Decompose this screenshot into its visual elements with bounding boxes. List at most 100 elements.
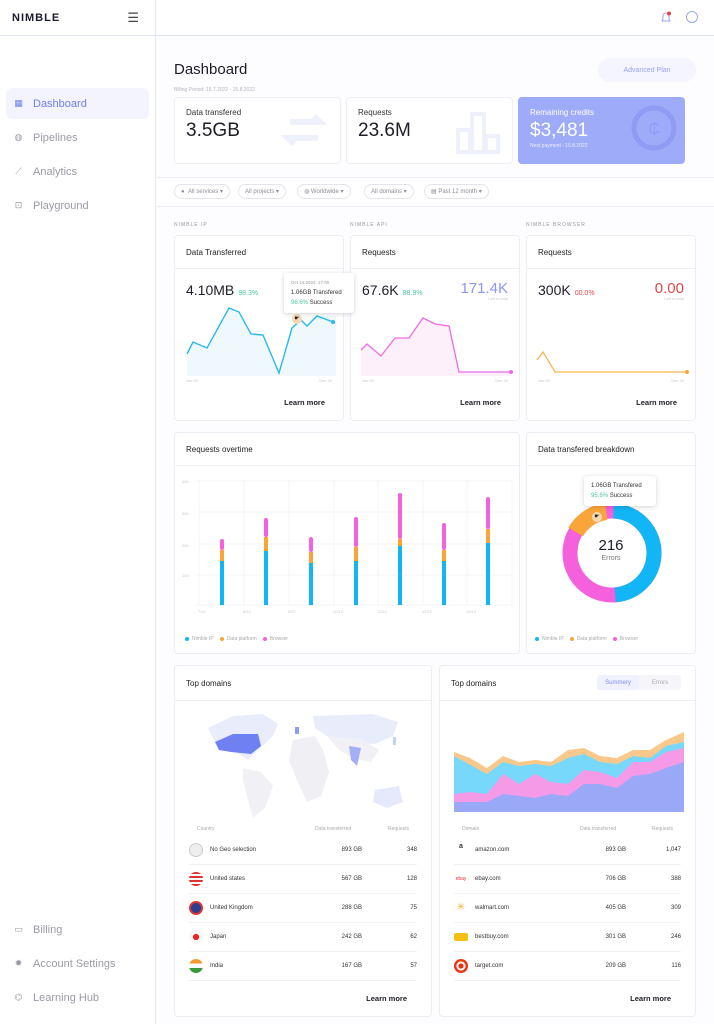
sidebar-item-learning-hub[interactable]: ⌬ Learning Hub [6, 982, 149, 1013]
table-row[interactable]: bestbuy.com 301 GB 246 [454, 923, 681, 952]
filter-projects[interactable]: All projects ▾ [238, 184, 287, 199]
logo[interactable]: NIMBLE [12, 11, 61, 24]
filter-date-range[interactable]: ▤ Past 12 month ▾ [424, 184, 489, 199]
table-row[interactable]: No Geo selection 893 GB 348 [189, 836, 417, 865]
legend-item[interactable]: Nimble IP [185, 636, 214, 642]
learn-more-link[interactable]: Learn more [284, 398, 325, 407]
x-axis-end: Dec 30 [671, 378, 684, 383]
legend-item[interactable]: Browser [612, 636, 638, 642]
x-axis-start: Jan 30 [186, 378, 199, 383]
notification-bell-icon[interactable] [660, 11, 672, 24]
view-tabs: Summery Errors [597, 675, 681, 690]
requests-value: 388 [670, 876, 681, 882]
chip-label: All domains [371, 188, 403, 195]
chip-label: Worldwide [310, 188, 339, 195]
metric-value: 300K 00.0% [538, 282, 595, 298]
filter-domains[interactable]: All domains ▾ [364, 184, 414, 199]
x-axis-end: Dec 30 [319, 378, 332, 383]
sidebar-item-label: Pipelines [33, 131, 78, 144]
sidebar-item-account-settings[interactable]: ✹ Account Settings [6, 948, 149, 979]
sidebar-nav: ▦ Dashboard ◍ Pipelines ⟋ Analytics ⊡ Playgr… [6, 88, 149, 224]
learn-more-link[interactable]: Learn more [636, 398, 677, 407]
legend-label: Nimble IP [542, 636, 564, 642]
filter-region[interactable]: ◍ Worldwide ▾ [297, 184, 351, 199]
sidebar-item-playground[interactable]: ⊡ Playground [6, 190, 149, 221]
metric-value: 4.10MB 98.3% [186, 282, 258, 298]
sidebar-item-billing[interactable]: ▭ Billing [6, 914, 149, 945]
sidebar-item-pipelines[interactable]: ◍ Pipelines [6, 122, 149, 153]
x-axis-end: Dec 30 [495, 378, 508, 383]
stat-label: Requests [358, 108, 392, 117]
column-header: Data transferred [315, 826, 352, 832]
legend-item[interactable]: Data platform [219, 636, 257, 642]
country-name: Japan [210, 934, 227, 940]
country-name: United states [210, 876, 246, 882]
filter-services[interactable]: ● All services ▾ [174, 184, 230, 199]
tab-summary[interactable]: Summery [597, 675, 639, 690]
tab-errors[interactable]: Errors [651, 679, 669, 686]
chart-legend: Nimble IP Data platform Browser [185, 636, 288, 642]
metric-pct: 98.3% [238, 290, 259, 297]
calendar-icon: ▤ [431, 189, 437, 195]
filter-bar: ● All services ▾ All projects ▾ ◍ Worldw… [157, 177, 714, 207]
value: 67.6K [362, 282, 399, 298]
card-title: Data transfered breakdown [527, 433, 695, 466]
learn-more-link[interactable]: Learn more [366, 994, 407, 1003]
remaining-value: 171.4K [460, 280, 508, 297]
learn-more-link[interactable]: Learn more [630, 994, 671, 1003]
tooltip-pct: 95.6% [591, 493, 609, 499]
chart-tooltip: Oct 14 2022, 17:00 1.06GB Transfered 96.… [284, 273, 354, 313]
requests-value: 128 [406, 876, 417, 882]
tooltip-status: Success [309, 300, 333, 306]
x-tick: 13/12 [466, 609, 477, 614]
remaining-label: Left in total [664, 296, 684, 301]
requests-value: 62 [410, 934, 417, 940]
column-header: Requests [651, 826, 673, 832]
tooltip-status: Success [609, 493, 633, 499]
legend-item[interactable]: Nimble IP [535, 636, 564, 642]
table-row[interactable]: ebay ebay.com 706 GB 388 [454, 865, 681, 894]
grid-icon: ▦ [14, 98, 23, 108]
requests-value: 246 [670, 934, 681, 940]
billing-period: Billing Period: 15.7.2022 - 15.8.2022 [174, 87, 255, 93]
table-row[interactable]: target.com 209 GB 116 [454, 952, 681, 981]
globe-icon: ◍ [304, 189, 310, 195]
walmart-logo-icon: ✳ [454, 901, 468, 915]
stat-remaining-credits: Remaining credits $3,481 Next payment - … [518, 97, 685, 164]
y-tick: 300 [182, 511, 189, 516]
sidebar-bottom-nav: ▭ Billing ✹ Account Settings ⌬ Learning Hub [6, 914, 149, 1016]
table-row[interactable]: United Kingdom 288 GB 75 [189, 894, 417, 923]
table-row[interactable]: United states 567 GB 128 [189, 865, 417, 894]
tooltip-transferred: 1.06GB Transfered [591, 483, 642, 489]
sidebar-item-dashboard[interactable]: ▦ Dashboard [6, 88, 149, 119]
table-row[interactable]: a amazon.com 893 GB 1,047 [454, 836, 681, 865]
data-value: 893 GB [605, 847, 626, 853]
card-title: Requests overtime [175, 433, 519, 466]
x-axis-start: Jan 30 [362, 378, 375, 383]
cursor-hand-icon: ☛ [292, 314, 302, 324]
metric-value: 67.6K 88.9% [362, 282, 422, 298]
card-browser-requests: Requests 300K 00.0% 0.00 Left in total Ja… [526, 235, 696, 421]
sidebar-item-analytics[interactable]: ⟋ Analytics [6, 156, 149, 187]
x-axis-start: Jan 30 [538, 378, 551, 383]
user-avatar-icon[interactable] [686, 11, 698, 23]
main-content: Dashboard Billing Period: 15.7.2022 - 15… [157, 37, 714, 1024]
requests-value: 57 [410, 963, 417, 969]
donut-center-label: Errors [601, 555, 621, 562]
legend-item[interactable]: Data platform [569, 636, 607, 642]
advanced-plan-button[interactable]: Advanced Plan [598, 58, 696, 82]
learn-more-link[interactable]: Learn more [460, 398, 501, 407]
table-row[interactable]: Japan 242 GB 62 [189, 923, 417, 952]
table-row[interactable]: ✳ walmart.com 405 GB 309 [454, 894, 681, 923]
requests-value: 309 [670, 905, 681, 911]
donut-center-value: 216 [598, 537, 624, 554]
cursor-hand-icon: ☛ [592, 512, 602, 522]
legend-label: Nimble IP [192, 636, 214, 642]
menu-toggle-icon[interactable]: ☰ [127, 9, 139, 25]
legend-item[interactable]: Browser [262, 636, 288, 642]
table-row[interactable]: India 167 GB 57 [189, 952, 417, 981]
metric-pct: 88.9% [402, 290, 423, 297]
value: 300K [538, 282, 571, 298]
sidebar-item-label: Learning Hub [33, 991, 100, 1004]
ebay-logo-icon: ebay [454, 872, 468, 886]
